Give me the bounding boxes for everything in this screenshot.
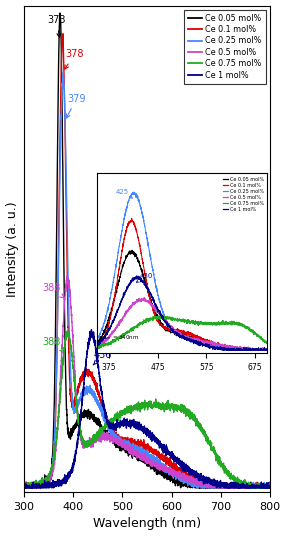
Ce 0.25 mol% [22,485,26,491]
Ce 1 mol% [223,483,226,490]
Ce 0.05 mol% [23,485,26,491]
Ce 1 mol% [23,485,26,491]
Ce 0.1 mol% [61,31,65,37]
Ce 1 mol% [90,326,93,333]
Ce 0.05 mol% [58,10,61,16]
Ce 0.05 mol% [27,485,31,491]
Ce 0.5 mol% [223,481,226,488]
Ce 0.1 mol% [118,436,121,443]
Ce 0.05 mol% [268,484,272,490]
Ce 0.75 mol% [268,485,272,491]
Text: $\lambda_{ex}$=340nm: $\lambda_{ex}$=340nm [172,183,242,198]
Ce 0.25 mol% [61,70,65,76]
Ce 0.05 mol% [223,485,226,491]
Ce 1 mol% [27,483,31,490]
Ce 0.5 mol% [242,485,245,491]
Line: Ce 1 mol%: Ce 1 mol% [24,330,270,488]
Y-axis label: Intensity (a. u.): Intensity (a. u.) [5,201,19,296]
Ce 0.05 mol% [233,485,236,491]
Ce 0.75 mol% [160,404,163,410]
Ce 0.75 mol% [27,481,31,488]
Ce 1 mol% [233,485,236,491]
Text: 436: 436 [93,350,112,365]
Ce 1 mol% [22,483,26,490]
Ce 1 mol% [160,441,163,447]
Line: Ce 0.25 mol%: Ce 0.25 mol% [24,73,270,488]
Line: Ce 0.5 mol%: Ce 0.5 mol% [24,276,270,488]
Ce 0.05 mol% [22,483,26,490]
Ce 0.1 mol% [22,483,26,489]
Ce 0.25 mol% [242,484,245,490]
Ce 1 mol% [242,482,245,488]
Ce 0.5 mol% [65,272,69,279]
Line: Ce 0.1 mol%: Ce 0.1 mol% [24,34,270,488]
Ce 0.5 mol% [160,463,163,470]
Ce 0.1 mol% [223,484,226,490]
Ce 0.1 mol% [23,485,26,491]
Ce 0.5 mol% [27,485,31,491]
Line: Ce 0.05 mol%: Ce 0.05 mol% [24,13,270,488]
Ce 0.25 mol% [223,485,226,491]
Ce 0.75 mol% [233,478,236,485]
Ce 0.75 mol% [223,466,226,472]
Ce 1 mol% [268,485,272,491]
Text: 388: 388 [42,337,64,352]
Ce 0.05 mol% [242,483,245,489]
Line: Ce 0.75 mol%: Ce 0.75 mol% [24,331,270,488]
Ce 0.5 mol% [233,485,236,491]
Ce 0.05 mol% [118,444,121,450]
Ce 0.1 mol% [233,485,236,491]
Ce 0.25 mol% [233,485,236,491]
Legend: Ce 0.05 mol%, Ce 0.1 mol%, Ce 0.25 mol%, Ce 0.5 mol%, Ce 0.75 mol%, Ce 1 mol%: Ce 0.05 mol%, Ce 0.1 mol%, Ce 0.25 mol%,… [184,10,266,84]
Ce 0.75 mol% [65,328,69,334]
Ce 0.25 mol% [27,483,31,490]
Text: 388: 388 [42,283,64,298]
X-axis label: Wavelength (nm): Wavelength (nm) [93,517,201,531]
Ce 0.75 mol% [118,411,121,417]
Ce 0.75 mol% [22,485,26,491]
Ce 1 mol% [118,425,121,431]
Ce 0.1 mol% [27,481,31,487]
Ce 0.25 mol% [118,436,121,442]
Text: 373: 373 [48,16,66,38]
Ce 0.05 mol% [160,472,163,479]
Ce 0.5 mol% [118,436,121,443]
Ce 0.5 mol% [22,481,26,487]
Text: 378: 378 [65,49,84,69]
Ce 0.1 mol% [160,451,163,457]
Ce 0.1 mol% [242,483,245,490]
Ce 0.75 mol% [242,483,245,489]
Ce 0.5 mol% [23,485,26,491]
Ce 0.25 mol% [268,485,272,491]
Ce 0.1 mol% [268,485,272,491]
Ce 0.25 mol% [160,460,163,467]
Text: 379: 379 [66,94,86,118]
Ce 0.5 mol% [268,483,272,490]
